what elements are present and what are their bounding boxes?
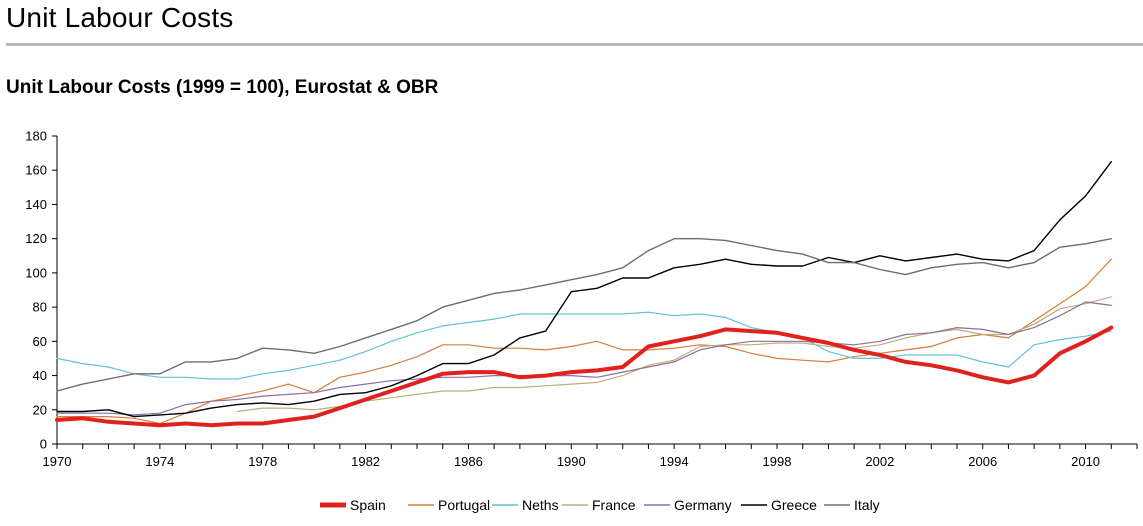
legend-label: Greece (771, 497, 817, 513)
series-line-portugal (56, 258, 1112, 425)
legend-label: Spain (350, 497, 386, 513)
series-line-neths (56, 311, 1112, 380)
legend-label: Portugal (438, 497, 490, 513)
series-line-spain (55, 325, 1114, 428)
y-tick-label: 180 (25, 129, 47, 144)
legend-item-neths: Neths (492, 497, 559, 513)
series-line-greece (56, 160, 1113, 418)
x-tick-label: 2006 (968, 454, 997, 469)
x-tick-label: 2002 (865, 454, 894, 469)
legend-item-portugal: Portugal (408, 497, 490, 513)
y-tick-label: 120 (25, 231, 47, 246)
x-tick-label: 1982 (351, 454, 380, 469)
page-title: Unit Labour Costs (6, 2, 234, 33)
x-tick-label: 1978 (248, 454, 277, 469)
x-tick-label: 1974 (145, 454, 174, 469)
y-tick-label: 20 (33, 402, 47, 417)
x-axis: 1970 1974 1978 1982 1986 1990 1994 1998 2002 2006… (43, 443, 1138, 469)
x-tick-label: 2010 (1071, 454, 1100, 469)
series-line-italy (56, 237, 1113, 392)
legend-label: Germany (674, 497, 732, 513)
y-tick-label: 0 (40, 437, 47, 452)
legend: Spain Portugal Neths France Germany Greece Ita… (320, 497, 880, 513)
legend-label: France (592, 497, 636, 513)
series-line-germany (56, 301, 1112, 416)
x-tick-label: 1998 (763, 454, 792, 469)
series-line-france (236, 296, 1112, 413)
x-tick-label: 1990 (557, 454, 586, 469)
legend-item-spain: Spain (320, 497, 386, 513)
y-tick-label: 140 (25, 197, 47, 212)
legend-label: Italy (854, 497, 880, 513)
legend-item-greece: Greece (741, 497, 817, 513)
y-tick-label: 40 (33, 368, 47, 383)
legend-item-italy: Italy (824, 497, 880, 513)
legend-label: Neths (522, 497, 559, 513)
x-tick-label: 1986 (454, 454, 483, 469)
x-tick-label: 1994 (660, 454, 689, 469)
legend-item-france: France (562, 497, 636, 513)
x-tick-label: 1970 (43, 454, 72, 469)
y-tick-label: 100 (25, 265, 47, 280)
y-tick-label: 80 (33, 300, 47, 315)
plot-lines (55, 160, 1114, 428)
y-tick-label: 60 (33, 334, 47, 349)
chart-title: Unit Labour Costs (1999 = 100), Eurostat… (6, 77, 439, 98)
legend-item-germany: Germany (644, 497, 732, 513)
y-tick-label: 160 (25, 163, 47, 178)
title-divider (6, 43, 1143, 46)
y-axis: 0 20 40 60 80 100 120 140 160 180 (25, 129, 58, 452)
